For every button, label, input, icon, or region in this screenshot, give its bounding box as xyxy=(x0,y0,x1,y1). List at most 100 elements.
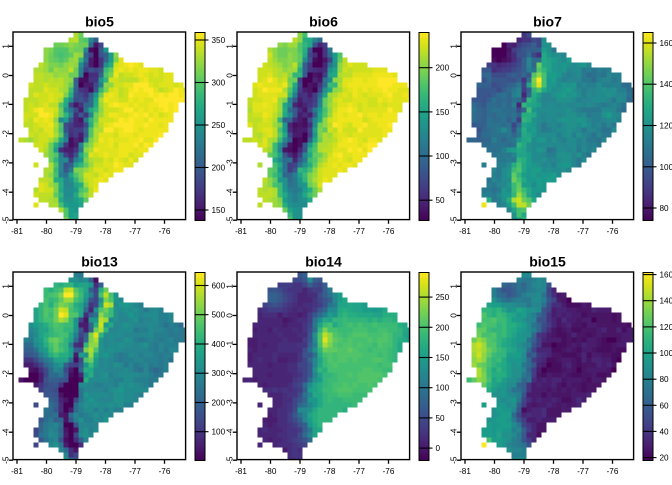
svg-text:-5: -5 xyxy=(2,216,11,224)
svg-text:1: 1 xyxy=(226,284,235,289)
svg-text:-78: -78 xyxy=(324,227,336,236)
svg-text:-78: -78 xyxy=(548,227,560,236)
svg-text:-81: -81 xyxy=(459,467,471,476)
svg-text:150: 150 xyxy=(212,206,226,215)
svg-text:-4: -4 xyxy=(226,188,235,196)
svg-text:bio6: bio6 xyxy=(309,14,338,30)
svg-text:-1: -1 xyxy=(450,340,459,348)
svg-text:-5: -5 xyxy=(226,456,235,464)
svg-text:-80: -80 xyxy=(265,467,277,476)
svg-text:-81: -81 xyxy=(235,467,247,476)
svg-text:50: 50 xyxy=(436,196,446,205)
svg-text:350: 350 xyxy=(212,36,226,45)
svg-text:-79: -79 xyxy=(518,227,530,236)
svg-text:200: 200 xyxy=(436,323,450,332)
svg-text:1: 1 xyxy=(2,44,11,49)
svg-text:1: 1 xyxy=(450,44,459,49)
svg-text:250: 250 xyxy=(436,293,450,302)
svg-text:-2: -2 xyxy=(450,370,459,378)
svg-text:50: 50 xyxy=(436,414,446,423)
svg-text:-76: -76 xyxy=(607,467,619,476)
svg-text:80: 80 xyxy=(660,204,670,213)
svg-text:60: 60 xyxy=(660,401,670,410)
svg-text:bio7: bio7 xyxy=(533,14,562,30)
svg-text:0: 0 xyxy=(450,73,459,78)
svg-text:0: 0 xyxy=(226,73,235,78)
svg-text:-4: -4 xyxy=(450,428,459,436)
svg-text:-79: -79 xyxy=(518,467,530,476)
svg-text:-78: -78 xyxy=(100,227,112,236)
svg-text:-5: -5 xyxy=(450,216,459,224)
svg-text:-2: -2 xyxy=(226,370,235,378)
svg-text:-77: -77 xyxy=(129,227,141,236)
svg-text:0: 0 xyxy=(450,313,459,318)
svg-text:80: 80 xyxy=(660,375,670,384)
svg-text:-1: -1 xyxy=(2,340,11,348)
svg-text:150: 150 xyxy=(436,354,450,363)
svg-text:-4: -4 xyxy=(2,188,11,196)
svg-text:-3: -3 xyxy=(226,399,235,407)
svg-text:-79: -79 xyxy=(70,467,82,476)
svg-text:500: 500 xyxy=(212,311,226,320)
svg-text:-3: -3 xyxy=(226,159,235,167)
svg-text:200: 200 xyxy=(212,164,226,173)
svg-text:160: 160 xyxy=(660,271,672,280)
svg-text:140: 140 xyxy=(660,297,672,306)
svg-text:-3: -3 xyxy=(450,159,459,167)
svg-text:20: 20 xyxy=(660,454,670,463)
svg-text:bio14: bio14 xyxy=(305,254,342,270)
svg-text:200: 200 xyxy=(436,64,450,73)
svg-text:140: 140 xyxy=(660,80,672,89)
svg-text:-2: -2 xyxy=(2,130,11,138)
svg-text:-78: -78 xyxy=(100,467,112,476)
svg-text:-80: -80 xyxy=(265,227,277,236)
svg-text:-5: -5 xyxy=(226,216,235,224)
svg-text:0: 0 xyxy=(2,73,11,78)
svg-text:0: 0 xyxy=(226,313,235,318)
svg-text:0: 0 xyxy=(2,313,11,318)
svg-text:-2: -2 xyxy=(226,130,235,138)
svg-text:400: 400 xyxy=(212,340,226,349)
svg-text:-3: -3 xyxy=(2,399,11,407)
svg-text:bio13: bio13 xyxy=(81,254,118,270)
svg-text:100: 100 xyxy=(660,163,672,172)
svg-text:-79: -79 xyxy=(294,227,306,236)
svg-text:200: 200 xyxy=(212,399,226,408)
svg-text:-80: -80 xyxy=(41,227,53,236)
svg-text:100: 100 xyxy=(212,428,226,437)
svg-text:-80: -80 xyxy=(41,467,53,476)
svg-text:-76: -76 xyxy=(383,467,395,476)
svg-text:1: 1 xyxy=(226,44,235,49)
svg-text:-5: -5 xyxy=(450,456,459,464)
svg-text:120: 120 xyxy=(660,323,672,332)
svg-text:-77: -77 xyxy=(353,467,365,476)
svg-text:-4: -4 xyxy=(450,188,459,196)
svg-text:-77: -77 xyxy=(577,227,589,236)
svg-text:-77: -77 xyxy=(353,227,365,236)
svg-text:-81: -81 xyxy=(235,227,247,236)
svg-text:-1: -1 xyxy=(450,100,459,108)
svg-text:-80: -80 xyxy=(489,227,501,236)
svg-text:-1: -1 xyxy=(2,100,11,108)
svg-text:-4: -4 xyxy=(226,428,235,436)
svg-text:-2: -2 xyxy=(450,130,459,138)
svg-text:-79: -79 xyxy=(294,467,306,476)
svg-text:160: 160 xyxy=(660,39,672,48)
svg-text:-78: -78 xyxy=(324,467,336,476)
svg-text:600: 600 xyxy=(212,282,226,291)
svg-text:-81: -81 xyxy=(11,467,23,476)
svg-text:-3: -3 xyxy=(2,159,11,167)
svg-text:-76: -76 xyxy=(159,467,171,476)
svg-text:bio15: bio15 xyxy=(529,254,566,270)
svg-text:100: 100 xyxy=(436,152,450,161)
svg-text:100: 100 xyxy=(660,349,672,358)
svg-text:-3: -3 xyxy=(450,399,459,407)
svg-text:-81: -81 xyxy=(11,227,23,236)
svg-text:150: 150 xyxy=(436,108,450,117)
svg-text:300: 300 xyxy=(212,369,226,378)
svg-text:1: 1 xyxy=(450,284,459,289)
svg-text:-81: -81 xyxy=(459,227,471,236)
svg-text:-5: -5 xyxy=(2,456,11,464)
svg-text:100: 100 xyxy=(436,384,450,393)
svg-text:-79: -79 xyxy=(70,227,82,236)
